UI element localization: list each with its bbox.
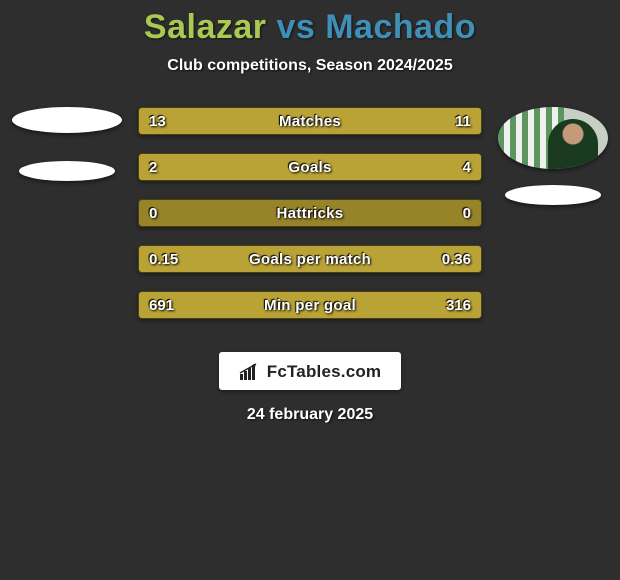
player1-badge-1	[12, 107, 122, 133]
stat-bar: 13 Matches 11	[138, 107, 482, 135]
comparison-card: Salazar vs Machado Club competitions, Se…	[0, 0, 620, 580]
page-title: Salazar vs Machado	[0, 0, 620, 47]
stat-label: Goals per match	[139, 246, 481, 272]
stat-label: Goals	[139, 154, 481, 180]
player2-badges	[494, 107, 612, 205]
stat-right-value: 0	[463, 200, 471, 226]
stat-bar: 0 Hattricks 0	[138, 199, 482, 227]
stat-bar: 2 Goals 4	[138, 153, 482, 181]
footer: FcTables.com 24 february 2025	[0, 352, 620, 424]
stat-bars: 13 Matches 11 2 Goals 4 0 Hattricks 0	[138, 107, 482, 319]
player1-badge-2	[19, 161, 115, 181]
stats-area: 13 Matches 11 2 Goals 4 0 Hattricks 0	[0, 107, 620, 337]
stat-label: Min per goal	[139, 292, 481, 318]
stat-right-value: 0.36	[442, 246, 471, 272]
title-player2: Machado	[325, 8, 476, 46]
player2-photo	[498, 107, 608, 169]
stat-bar: 691 Min per goal 316	[138, 291, 482, 319]
subtitle: Club competitions, Season 2024/2025	[0, 57, 620, 75]
stat-label: Matches	[139, 108, 481, 134]
stat-right-value: 11	[455, 108, 471, 134]
brand-name: FcTables.com	[267, 362, 382, 382]
stat-right-value: 316	[446, 292, 471, 318]
title-player1: Salazar	[144, 8, 267, 46]
stat-right-value: 4	[463, 154, 471, 180]
title-vs: vs	[276, 8, 325, 46]
player2-photo-person	[548, 119, 598, 169]
player2-badge-2	[505, 185, 601, 205]
player1-badges	[8, 107, 126, 181]
stat-label: Hattricks	[139, 200, 481, 226]
stat-bar: 0.15 Goals per match 0.36	[138, 245, 482, 273]
date-label: 24 february 2025	[247, 406, 373, 424]
bar-chart-icon	[239, 363, 261, 381]
brand-badge[interactable]: FcTables.com	[219, 352, 402, 390]
